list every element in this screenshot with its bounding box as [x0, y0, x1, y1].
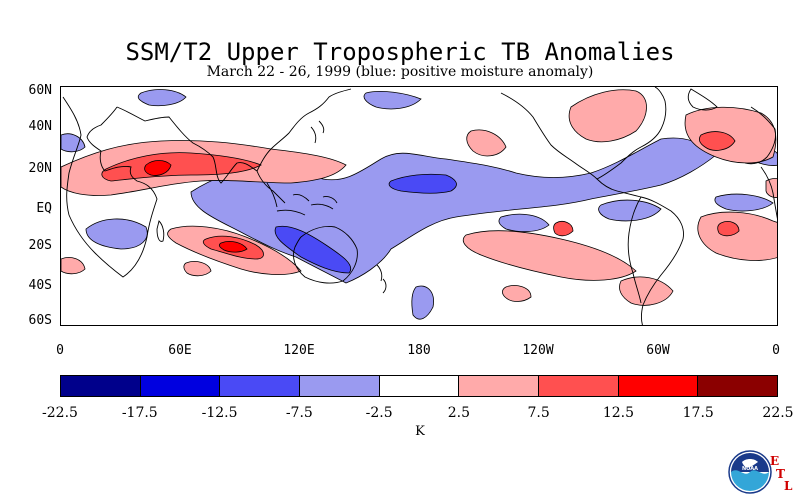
logo-letter-e: E: [770, 454, 780, 468]
s-america-coast: [627, 196, 684, 325]
lon-label-120e: 120E: [283, 343, 315, 358]
logo-letter-t: T: [776, 467, 785, 481]
colorbar-swatch: [61, 376, 141, 396]
africa-west-coast-east-wrap: [760, 166, 777, 219]
red-region-s-atlantic-core: [717, 221, 740, 237]
colorbar-tick-label: 7.5: [527, 405, 550, 421]
blue-region-s-pacific-east: [498, 213, 550, 233]
red-region-n-pacific-east: [568, 89, 647, 143]
se-asia-coast: [256, 170, 286, 208]
lat-label-40s: 40S: [28, 278, 52, 293]
indonesia-islands: [276, 194, 338, 216]
australia-coast: [293, 226, 358, 284]
blue-region-east-atlantic: [714, 193, 774, 212]
blue-region-south-pacific: [274, 225, 352, 274]
negative-anomaly-regions: [61, 89, 777, 320]
anomaly-map: [60, 86, 778, 326]
colorbar-swatch: [300, 376, 380, 396]
blue-region-africa: [61, 133, 86, 153]
africa-coast: [62, 96, 158, 278]
colorbar-tick-label: -2.5: [365, 405, 393, 421]
lat-label-20s: 20S: [28, 238, 52, 253]
colorbar-swatch: [140, 376, 221, 396]
colorbar: [60, 375, 778, 397]
n-america-coast: [500, 87, 667, 180]
red-region-s-pacific-small: [502, 285, 532, 302]
red-region-s-america: [619, 276, 674, 306]
red-region-s-pacific-core: [553, 221, 574, 237]
chart-subtitle: March 22 - 26, 1999 (blue: positive mois…: [206, 64, 594, 80]
colorbar-swatch: [539, 376, 619, 396]
colorbar-swatch: [698, 376, 778, 396]
blue-region-s-atlantic: [598, 199, 662, 222]
colorbar-tick-label: 12.5: [602, 405, 635, 421]
central-america-coast: [596, 178, 642, 198]
lat-label-60n: 60N: [28, 83, 52, 98]
colorbar-tick-label: 17.5: [682, 405, 714, 421]
eurasia-coast: [116, 88, 352, 184]
lat-label-60s: 60S: [28, 313, 52, 328]
chart-title: SSM/T2 Upper Tropospheric TB Anomalies: [125, 38, 675, 66]
lon-label-0: 0: [56, 343, 64, 358]
blue-region-n-pacific: [137, 89, 187, 107]
red-region-s-atlantic-east: [697, 211, 777, 261]
lat-label-eq: EQ: [36, 201, 52, 216]
red-region-n-atlantic-core: [698, 131, 736, 151]
colorbar-tick-label: -12.5: [201, 405, 238, 421]
colorbar-unit: K: [415, 424, 425, 439]
red-region-mid-pacific: [466, 129, 507, 157]
colorbar-tick-label: -22.5: [42, 405, 78, 421]
red-region-indian-core: [218, 241, 248, 253]
red-region-s-pacific: [462, 230, 637, 281]
logo-letter-l: L: [784, 479, 793, 493]
lon-label-180: 180: [407, 343, 431, 358]
colorbar-swatch: [618, 376, 699, 396]
colorbar-tick-label: -7.5: [285, 405, 313, 421]
red-region-arabia-mid: [101, 152, 262, 182]
japan-coast: [310, 120, 325, 144]
europe-west-coast: [744, 106, 776, 165]
red-region-s-indian-small: [183, 261, 212, 277]
noaa-logo: NOAA: [728, 450, 772, 494]
colorbar-tick-label: -17.5: [121, 405, 158, 421]
blue-region-s-indian: [85, 218, 148, 250]
coastlines: [62, 87, 777, 325]
map-canvas: [61, 87, 777, 325]
red-region-s-indian-west: [61, 257, 86, 275]
greenland-coast: [687, 88, 718, 111]
noaa-logo-text: NOAA: [742, 466, 758, 472]
lon-label-60w: 60W: [646, 343, 670, 358]
nz-coast: [376, 264, 387, 294]
lon-label-60e: 60E: [168, 343, 192, 358]
colorbar-tick-label: 22.5: [762, 405, 794, 421]
colorbar-swatch: [459, 376, 540, 396]
blue-region-n-pacific-2: [363, 91, 422, 110]
blue-region-southern: [411, 285, 434, 320]
colorbar-swatch: [379, 376, 460, 396]
lat-label-40n: 40N: [28, 119, 52, 134]
colorbar-tick-label: 2.5: [447, 405, 470, 421]
lat-label-20n: 20N: [28, 161, 52, 176]
lon-label-0-east: 0: [772, 343, 780, 358]
positive-anomaly-regions: [61, 89, 777, 306]
lon-label-120w: 120W: [522, 343, 554, 358]
madagascar-coast: [156, 220, 165, 242]
colorbar-swatch: [220, 376, 301, 396]
red-region-arabia-core: [144, 160, 172, 176]
blue-region-core: [388, 173, 457, 194]
